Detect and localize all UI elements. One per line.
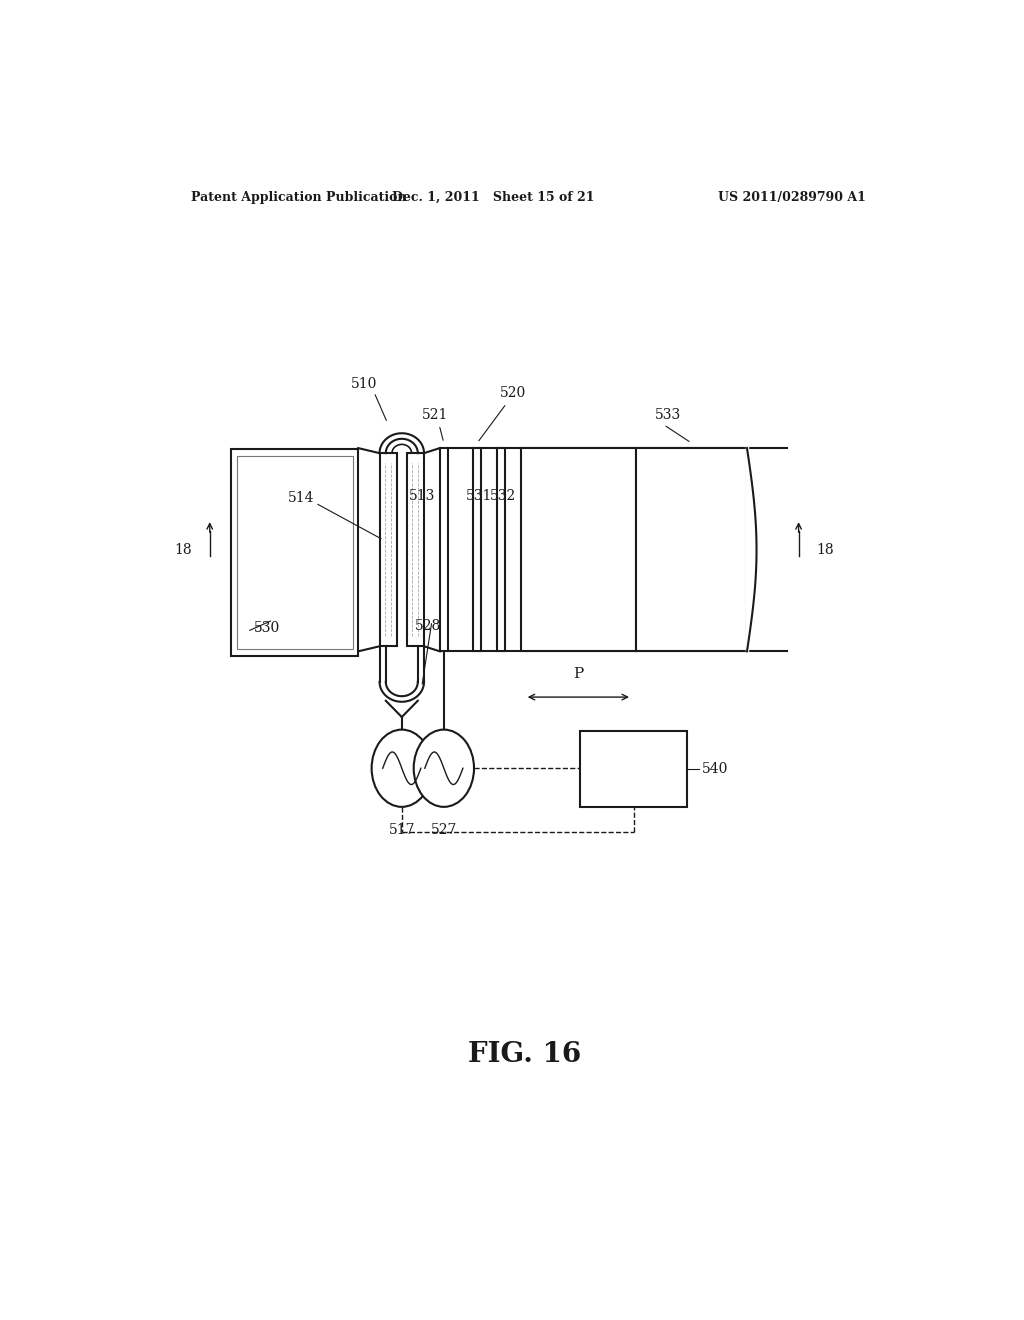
Text: 513: 513: [409, 488, 435, 503]
Text: 521: 521: [422, 408, 449, 421]
Text: 517: 517: [388, 824, 415, 837]
Text: 520: 520: [500, 387, 526, 400]
Text: 530: 530: [254, 620, 280, 635]
Text: 528: 528: [415, 619, 441, 634]
Bar: [497, 447, 505, 651]
Bar: [231, 449, 358, 656]
Text: 514: 514: [288, 491, 314, 504]
Text: 533: 533: [654, 408, 681, 421]
Text: Dec. 1, 2011   Sheet 15 of 21: Dec. 1, 2011 Sheet 15 of 21: [392, 190, 594, 203]
Text: 532: 532: [490, 488, 516, 503]
Text: 531: 531: [466, 488, 492, 503]
Bar: [581, 731, 687, 807]
Text: 510: 510: [351, 378, 378, 391]
Bar: [521, 447, 636, 651]
Text: Patent Application Publication: Patent Application Publication: [191, 190, 407, 203]
Bar: [636, 447, 748, 651]
Text: 18: 18: [175, 543, 193, 557]
Circle shape: [372, 730, 432, 807]
Circle shape: [414, 730, 474, 807]
Bar: [473, 447, 481, 651]
Bar: [440, 447, 447, 651]
Text: 18: 18: [816, 543, 834, 557]
Bar: [380, 453, 397, 647]
Text: FIG. 16: FIG. 16: [468, 1041, 582, 1068]
Bar: [407, 453, 424, 647]
Text: US 2011/0289790 A1: US 2011/0289790 A1: [718, 190, 866, 203]
Bar: [237, 457, 352, 649]
Text: 540: 540: [701, 762, 728, 776]
Text: P: P: [573, 667, 584, 681]
Text: 527: 527: [431, 824, 457, 837]
